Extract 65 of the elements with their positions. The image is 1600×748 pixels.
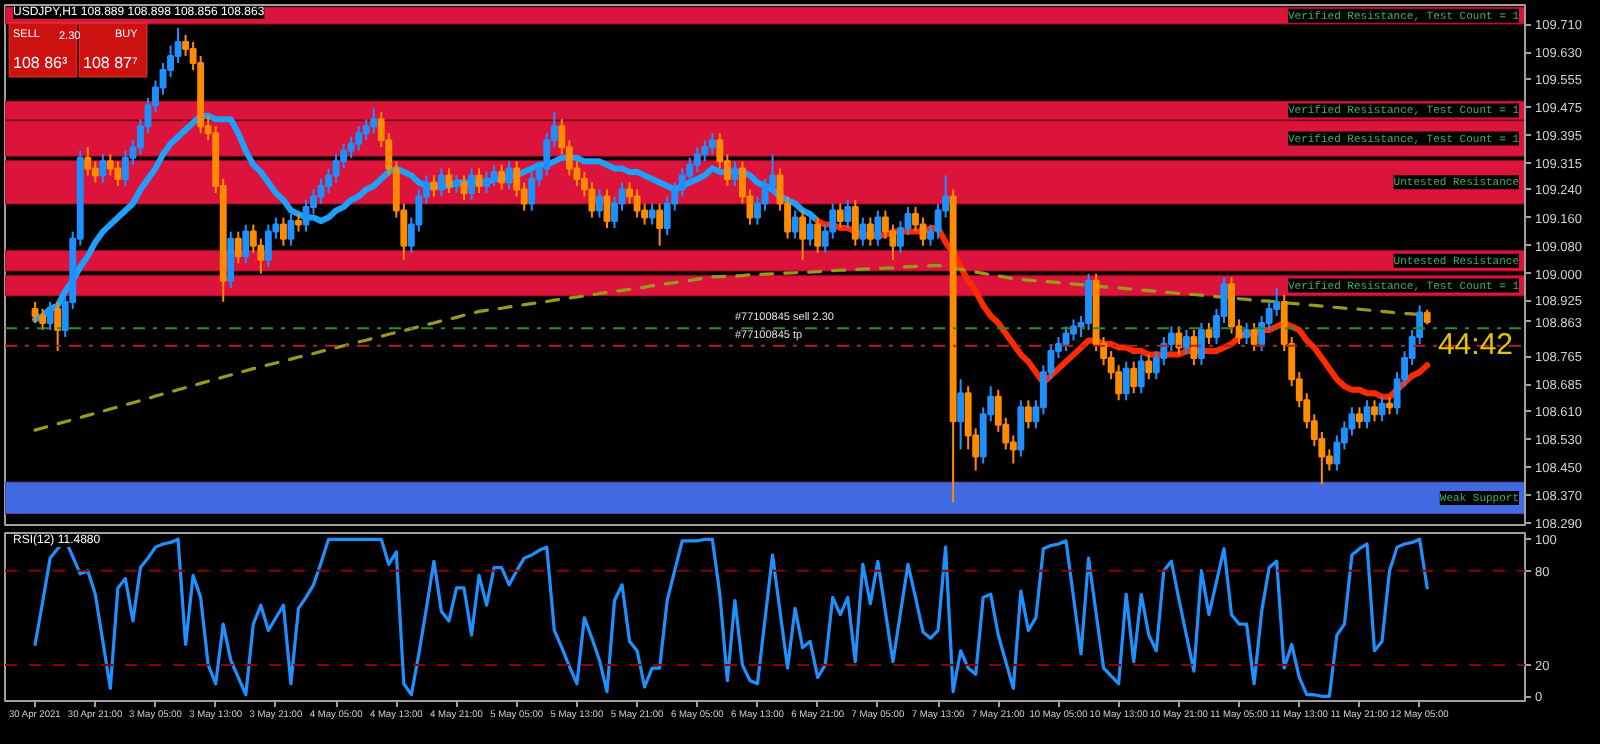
candlestick (957, 378, 965, 451)
candlestick (731, 160, 739, 187)
candlestick (1243, 321, 1251, 346)
candlestick (31, 300, 39, 324)
candlestick (866, 216, 874, 247)
annotation: 108 86³ (13, 54, 68, 72)
candlestick (437, 167, 445, 198)
candlestick (836, 202, 844, 230)
candlestick (264, 223, 272, 268)
candlestick (287, 213, 295, 247)
candlestick (1024, 399, 1032, 430)
candlestick (114, 160, 122, 187)
candlestick (791, 209, 799, 240)
candlestick (844, 199, 852, 230)
candlestick (708, 132, 716, 156)
candlestick (227, 230, 235, 289)
candlestick (1017, 399, 1025, 458)
candlestick (54, 300, 62, 353)
candlestick (355, 125, 363, 152)
candlestick (430, 174, 438, 198)
candlestick (460, 174, 468, 201)
candlestick (234, 230, 242, 265)
candlestick (39, 307, 47, 331)
candlestick (1250, 321, 1258, 353)
candlestick (505, 160, 513, 191)
candlestick (490, 163, 498, 187)
candlestick (99, 153, 107, 184)
candlestick (46, 300, 54, 331)
candlestick (302, 199, 310, 233)
annotation: 108 87⁷ (83, 54, 138, 72)
candlestick (919, 216, 927, 247)
candlestick (1205, 321, 1213, 346)
candlestick (806, 216, 814, 247)
candlestick (633, 188, 641, 219)
candlestick (483, 170, 491, 194)
candlestick (799, 209, 807, 261)
candlestick (814, 216, 822, 254)
candlestick (1363, 399, 1371, 430)
candlestick (1137, 353, 1145, 395)
candlestick (475, 167, 483, 194)
candlestick (468, 167, 475, 201)
candlestick (370, 107, 378, 135)
candlestick (1197, 321, 1205, 367)
candlestick (851, 199, 859, 247)
candlestick (1130, 360, 1138, 395)
candlestick (1085, 272, 1093, 331)
candlestick (1190, 329, 1198, 367)
candlestick (1145, 353, 1153, 381)
candlestick (859, 216, 867, 247)
candlestick (1175, 325, 1183, 356)
candlestick (279, 216, 287, 247)
candlestick (596, 188, 603, 219)
candlestick (656, 202, 664, 247)
candlestick (498, 163, 506, 191)
candlestick (445, 167, 453, 194)
candlestick (874, 209, 882, 247)
candlestick (84, 146, 92, 177)
candlestick (1122, 360, 1130, 402)
candlestick (1371, 399, 1378, 423)
candlestick (1182, 329, 1190, 356)
text: 44:42 (1437, 328, 1514, 362)
candlestick (242, 223, 250, 265)
candlestick (761, 177, 769, 212)
candlestick (648, 202, 656, 226)
candlestick (1356, 406, 1363, 430)
